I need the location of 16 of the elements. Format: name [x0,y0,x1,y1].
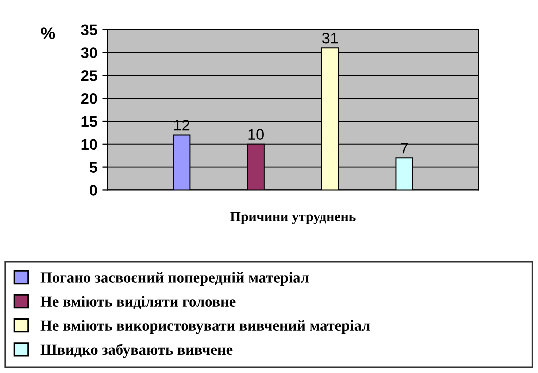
y-tick-label: 0 [90,185,98,196]
y-tick-label: 25 [81,70,98,82]
legend-label: Не вміють виділяти головне [40,296,236,310]
y-tick-label: 5 [90,162,98,174]
legend-label: Швидко забувають вивчене [40,344,233,358]
y-axis-title: % [41,28,56,40]
x-axis-title: Причини утруднень [230,212,356,224]
y-tick-label: 20 [81,93,98,104]
legend-label: Погано засвоєний попередній матеріал [40,272,310,286]
y-tick-label: 10 [82,139,98,150]
data-label: 10 [248,129,264,140]
y-tick-label: 35 [81,24,98,36]
y-tick-label: 30 [81,48,98,58]
legend-label: Не вміють використовувати вивчений матеріал [40,320,370,334]
y-tick-label: 15 [82,116,98,128]
data-label: 31 [322,32,338,44]
